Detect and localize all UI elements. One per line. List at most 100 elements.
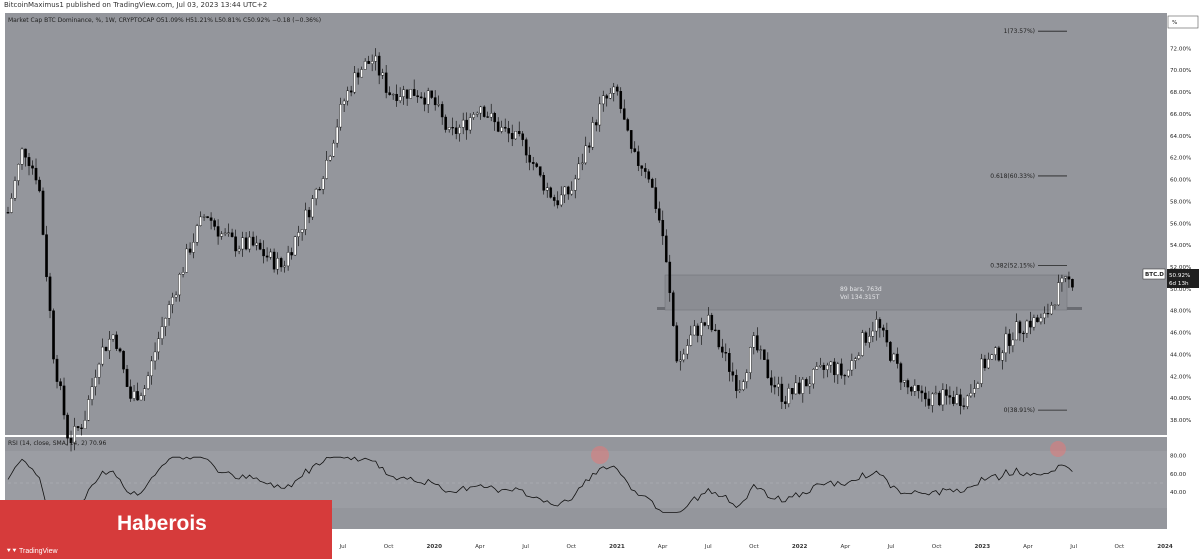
- candle-down: [419, 96, 423, 99]
- price-tick-label: 38.00%: [1170, 418, 1191, 424]
- candle-up: [447, 127, 451, 130]
- candle-up: [570, 190, 574, 195]
- candle-up: [591, 122, 595, 148]
- candle-up: [759, 349, 763, 351]
- candle-up: [248, 236, 251, 250]
- candle-up: [871, 330, 875, 337]
- candle-up: [815, 366, 819, 370]
- candle-down: [1046, 312, 1050, 315]
- candle-down: [717, 329, 721, 348]
- last-symbol: BTC.D: [1145, 272, 1164, 278]
- candle-up: [580, 162, 584, 165]
- candle-up: [514, 131, 518, 140]
- candle-down: [482, 106, 486, 117]
- candle-up: [314, 189, 318, 199]
- candle-up: [13, 180, 17, 199]
- unit-button[interactable]: [1167, 15, 1199, 29]
- time-axis-label: Jul: [339, 544, 347, 550]
- candle-up: [559, 194, 563, 206]
- candle-down: [938, 392, 941, 406]
- candle-up: [980, 358, 983, 384]
- candle-down: [454, 127, 458, 134]
- main-pane[interactable]: [5, 13, 1167, 435]
- candle-up: [195, 225, 199, 243]
- candle-down: [629, 130, 633, 149]
- candle-down: [896, 353, 899, 364]
- candle-up: [300, 229, 304, 233]
- candle-up: [955, 394, 959, 404]
- candle-down: [805, 379, 808, 387]
- candle-down: [948, 395, 952, 398]
- rsi-highlight-2023: [1050, 441, 1066, 457]
- candle-up: [321, 178, 325, 190]
- candle-down: [920, 390, 924, 394]
- candle-down: [262, 249, 265, 257]
- candle-up: [181, 272, 185, 275]
- candle-up: [1053, 304, 1057, 306]
- rsi-legend[interactable]: RSI (14, close, SMA, 14, 2) 70.96: [8, 440, 106, 447]
- candle-up: [969, 392, 973, 397]
- price-tick-label: 50.00%: [1170, 287, 1191, 293]
- candle-down: [279, 258, 283, 268]
- rsi-tick-label: 40.00: [1170, 490, 1186, 496]
- candle-up: [339, 104, 342, 128]
- candle-down: [405, 89, 409, 99]
- candle-down: [251, 236, 255, 246]
- candle-down: [31, 165, 34, 169]
- candle-down: [265, 255, 269, 258]
- candle-down: [528, 154, 532, 163]
- unit-button-label: %: [1172, 20, 1177, 26]
- candle-up: [101, 346, 104, 365]
- candle-down: [188, 248, 192, 253]
- measure-vol: Vol 134.315T: [840, 294, 880, 301]
- candle-up: [598, 103, 602, 126]
- candle-down: [507, 128, 511, 134]
- candle-down: [1018, 321, 1022, 334]
- candle-down: [272, 251, 276, 270]
- candle-down: [885, 330, 889, 343]
- candle-down: [59, 381, 62, 387]
- candle-down: [76, 426, 80, 429]
- candle-up: [223, 232, 227, 235]
- price-candles: [6, 48, 1074, 452]
- candle-down: [878, 319, 882, 329]
- measure-box[interactable]: [664, 274, 1068, 311]
- price-tick-label: 64.00%: [1170, 134, 1191, 140]
- candle-up: [199, 216, 202, 226]
- price-tick-label: 52.00%: [1170, 265, 1191, 271]
- candle-up: [479, 106, 482, 114]
- candle-up: [812, 369, 815, 385]
- candle-up: [328, 156, 332, 161]
- candle-down: [440, 104, 444, 118]
- time-axis-label: 2023: [975, 544, 991, 550]
- candle-up: [409, 89, 412, 99]
- candle-down: [80, 427, 83, 429]
- main-legend[interactable]: Market Cap BTC Dominance, %, 1W, CRYPTOC…: [8, 17, 321, 24]
- candle-down: [675, 325, 679, 362]
- time-axis-label: Jul: [1069, 544, 1077, 550]
- candle-up: [990, 354, 994, 360]
- candle-up: [185, 248, 188, 273]
- candle-up: [160, 326, 164, 339]
- candle-up: [819, 365, 822, 367]
- candle-up: [83, 420, 87, 429]
- btc-dominance-chart[interactable]: % 72.00% 70.00% 68.00% 66.00% 64.00% 62.00% 60…: [0, 13, 1200, 559]
- candle-down: [654, 187, 658, 209]
- candle-up: [398, 96, 402, 101]
- price-tick-label: 40.00%: [1170, 396, 1191, 402]
- candle-down: [55, 358, 59, 382]
- candle-down: [566, 186, 570, 195]
- candle-down: [605, 95, 609, 99]
- time-axis-label: Oct: [566, 544, 576, 550]
- candle-down: [451, 127, 454, 129]
- candle-up: [220, 233, 223, 237]
- candle-down: [104, 346, 108, 351]
- candle-up: [171, 296, 174, 305]
- candle-down: [416, 95, 419, 98]
- time-axis-label: Oct: [1114, 544, 1124, 550]
- time-axis-label: Apr: [475, 544, 485, 550]
- candle-down: [290, 252, 293, 256]
- candle-up: [353, 72, 356, 93]
- rsi-highlight-2021: [591, 446, 609, 464]
- candle-up: [545, 187, 549, 191]
